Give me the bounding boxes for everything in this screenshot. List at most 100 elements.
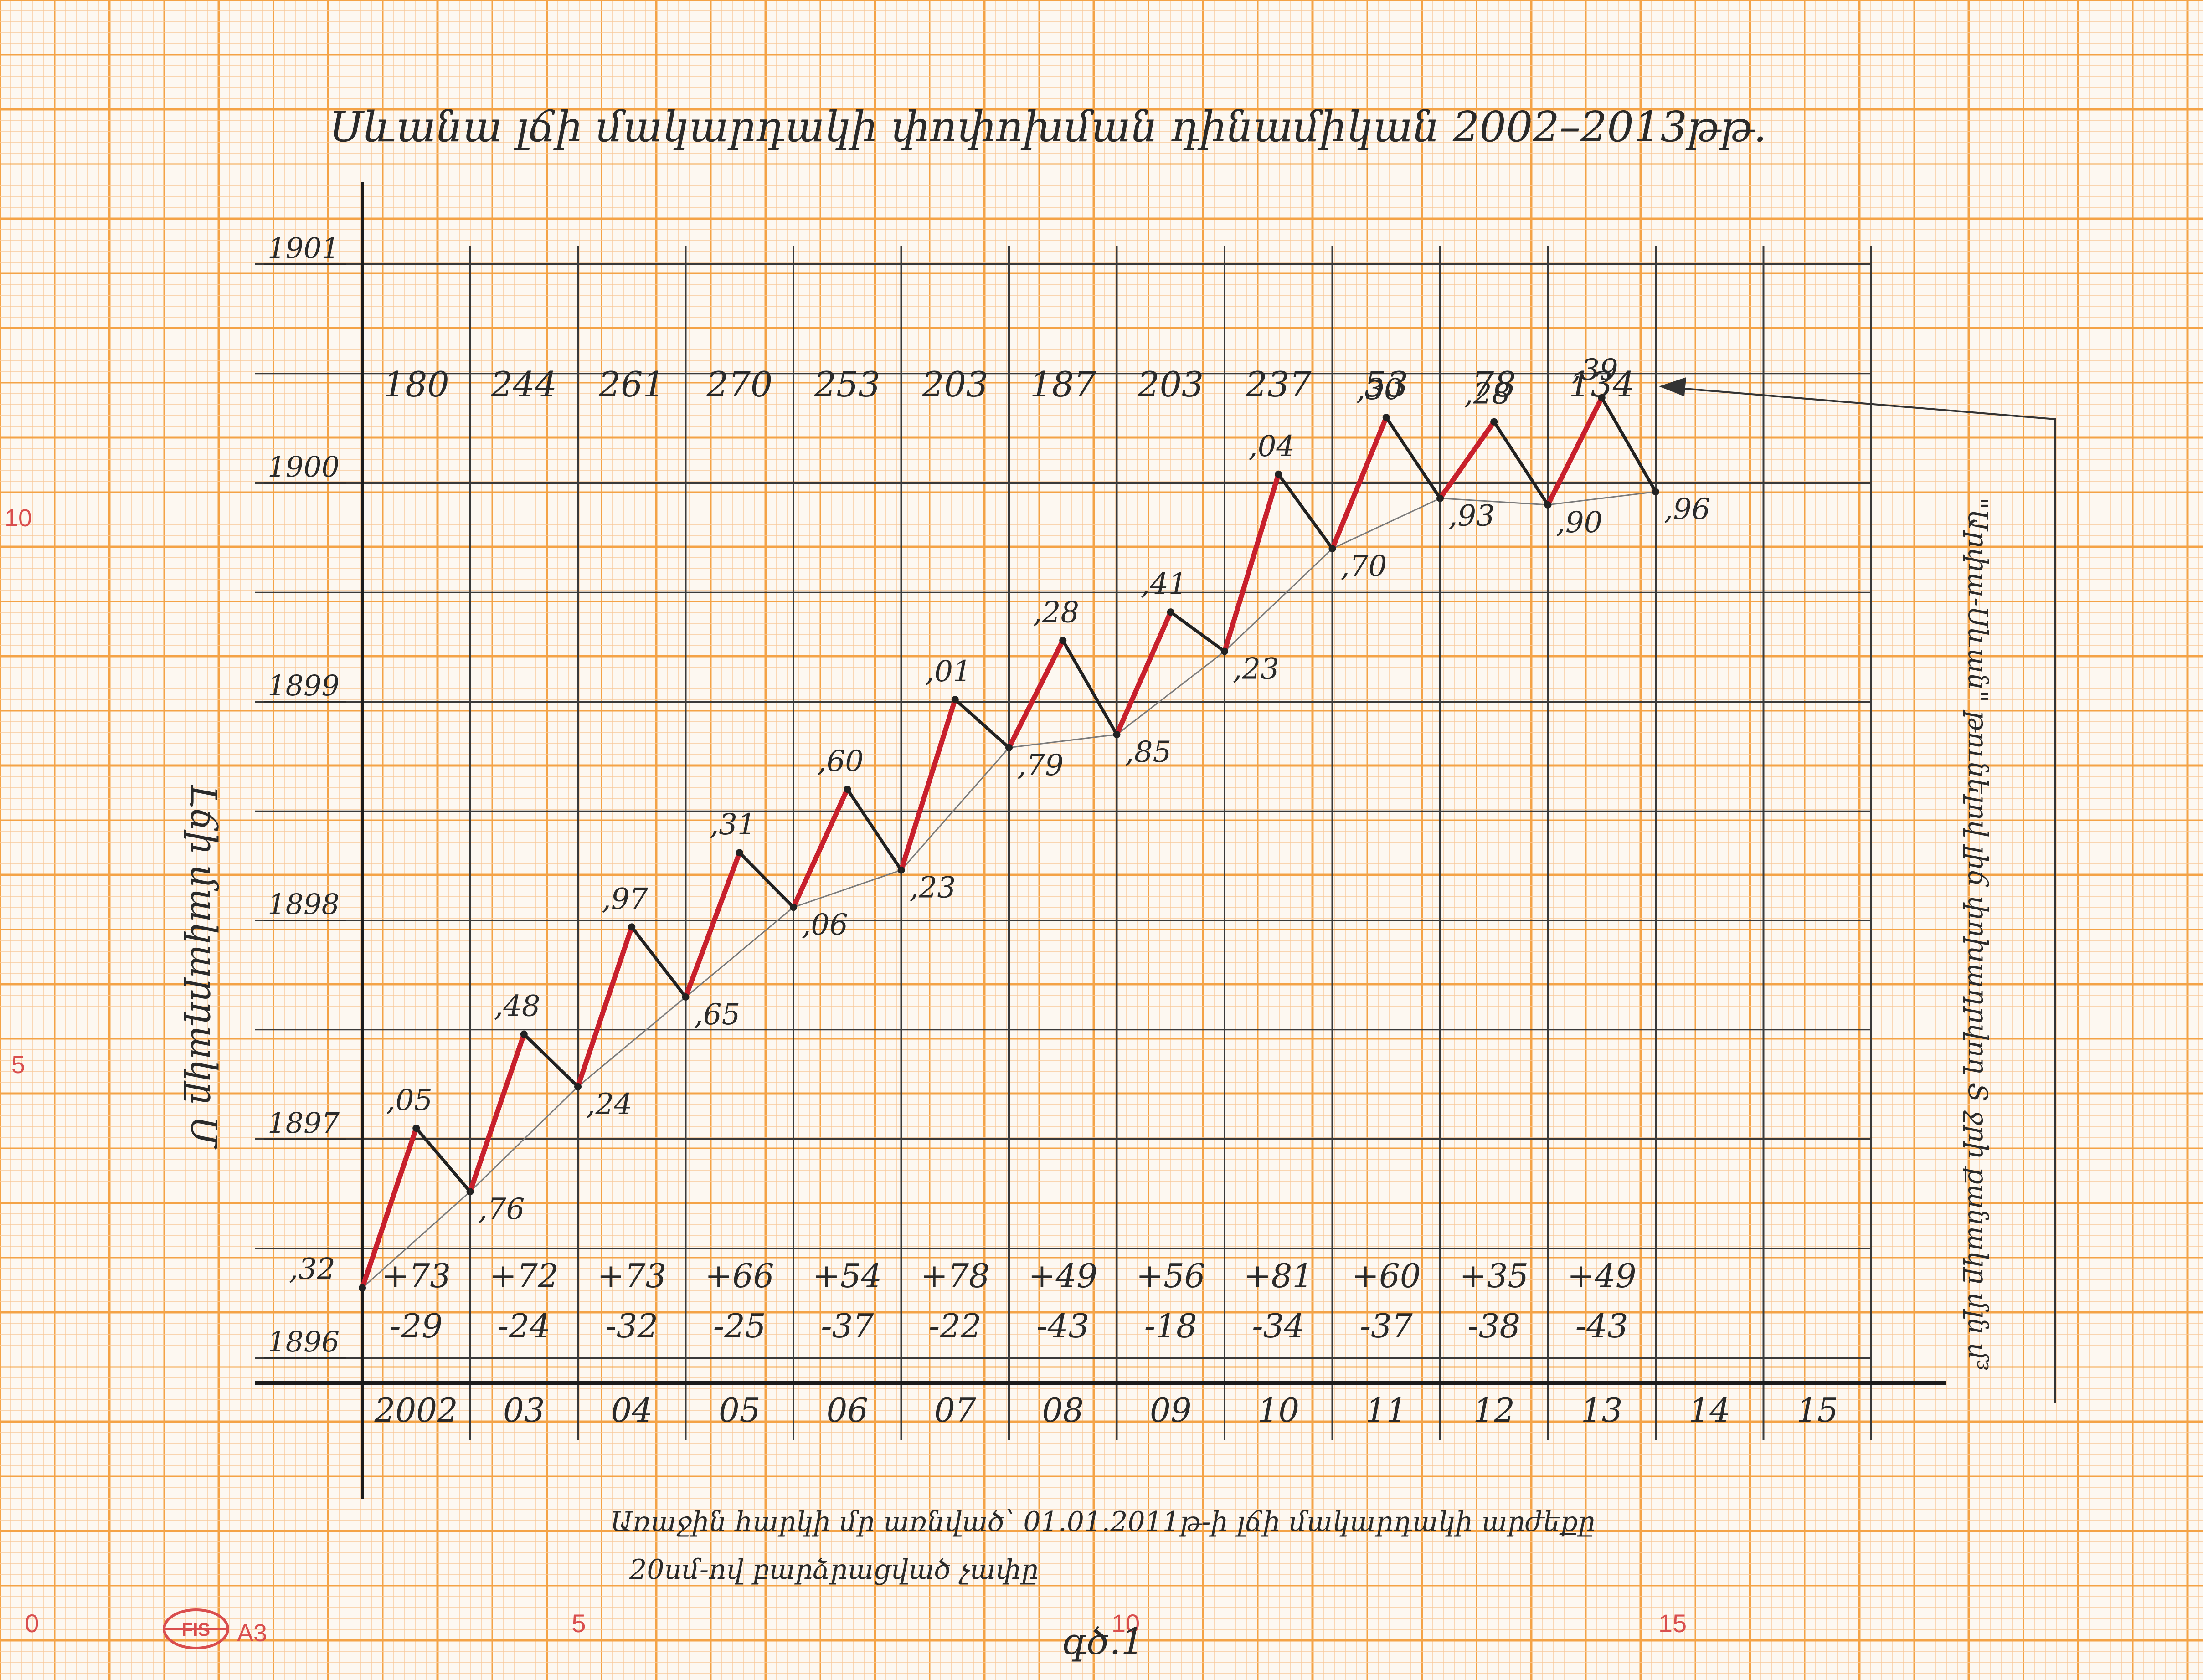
fall-value: -29 — [390, 1307, 443, 1345]
fall-value: -18 — [1144, 1307, 1197, 1345]
rise-values-row: +73 +72 +73 +66 +54 +78 +49 +56 +81 +60 +35 +49 — [381, 1257, 1636, 1295]
fall-segment — [953, 698, 1011, 750]
level-point — [574, 1083, 582, 1090]
rise-segment — [1330, 415, 1389, 551]
level-point — [951, 696, 959, 704]
point-label: ,23 — [910, 871, 956, 905]
side-note: "Արփա-Սևան" թունելով լիճ փոխադրվող Տ ջրի… — [1962, 497, 1993, 1371]
paper-size-label: A3 — [237, 1619, 267, 1647]
ruler-bottom-label: 5 — [571, 1609, 586, 1638]
fall-value: -34 — [1252, 1307, 1305, 1345]
rise-segment — [899, 697, 958, 873]
ruler-left: 5 10 — [5, 504, 32, 1079]
fall-segment — [522, 1033, 580, 1089]
level-point — [1328, 545, 1336, 552]
rise-value: +81 — [1244, 1257, 1313, 1295]
x-tick-label: 03 — [503, 1391, 545, 1429]
axes — [255, 182, 1946, 1499]
point-label: ,24 — [586, 1088, 633, 1121]
level-point — [1221, 647, 1228, 655]
point-label: ,90 — [1556, 506, 1603, 539]
rise-segment — [1114, 609, 1174, 737]
rise-segment — [1222, 472, 1281, 654]
inflow-value: 237 — [1245, 364, 1312, 405]
fall-value: -37 — [821, 1307, 874, 1345]
level-point — [628, 923, 636, 931]
arrow-line — [1668, 386, 2056, 1403]
point-label: ,79 — [1017, 749, 1064, 782]
inflow-value: 261 — [598, 364, 665, 405]
y-tick-label: 1899 — [268, 669, 340, 702]
level-point — [736, 849, 743, 857]
rise-value: +56 — [1136, 1257, 1205, 1295]
rise-value: +72 — [489, 1257, 559, 1295]
level-point — [1490, 418, 1498, 426]
point-label: ,28 — [1033, 596, 1079, 630]
x-tick-label: 15 — [1796, 1391, 1838, 1429]
arrow-head — [1659, 377, 1686, 396]
y-tick-labels: 1896 1897 1898 1899 1900 1901 — [264, 231, 346, 1359]
level-point — [1113, 731, 1121, 738]
rise-segment — [360, 1125, 419, 1290]
ruler-left-label: 5 — [11, 1051, 25, 1079]
point-label: ,76 — [479, 1192, 525, 1226]
brand-logo: FIS — [163, 1608, 229, 1649]
x-tick-label: 08 — [1042, 1391, 1084, 1429]
level-point — [466, 1188, 474, 1196]
level-point — [412, 1125, 420, 1132]
fall-segment — [1169, 610, 1226, 653]
inflow-value: 270 — [706, 364, 772, 405]
level-point — [1598, 394, 1606, 401]
inflow-value: 203 — [921, 364, 988, 405]
rise-value: +35 — [1459, 1257, 1529, 1295]
inflow-value: 53 — [1364, 364, 1408, 405]
point-label: ,04 — [1248, 430, 1295, 463]
x-tick-label: 11 — [1365, 1391, 1407, 1429]
x-tick-label: 10 — [1257, 1391, 1299, 1429]
point-label: ,23 — [1233, 652, 1279, 686]
level-point — [1382, 414, 1390, 421]
point-label: ,39 — [1572, 353, 1618, 387]
x-tick-label: 2002 — [374, 1391, 458, 1429]
rise-value: +49 — [1028, 1257, 1097, 1295]
point-label: ,60 — [817, 745, 864, 778]
level-point — [1005, 744, 1013, 751]
point-label: ,96 — [1664, 493, 1710, 526]
level-point — [1652, 488, 1659, 496]
point-label: ,97 — [602, 882, 648, 916]
fall-value: -43 — [1575, 1307, 1628, 1345]
fall-segment — [845, 787, 903, 872]
level-point — [1167, 608, 1174, 616]
x-tick-label: 14 — [1688, 1391, 1730, 1429]
fall-segment — [1492, 420, 1549, 507]
fall-value: -37 — [1360, 1307, 1413, 1345]
level-point — [1275, 470, 1282, 478]
level-point — [1059, 637, 1067, 644]
x-tick-labels: 2002 03 04 05 06 07 08 09 10 11 12 13 14 15 — [374, 1391, 1838, 1429]
rise-value: +78 — [921, 1257, 990, 1295]
inflow-arrow — [1659, 377, 2056, 1403]
fall-value: -38 — [1467, 1307, 1520, 1345]
level-point — [1544, 501, 1552, 509]
y-tick-label: 1901 — [268, 231, 340, 265]
rise-value: +66 — [705, 1257, 774, 1295]
inflow-values-row: 180 244 261 270 253 203 187 203 237 53 78 134 — [383, 364, 1635, 405]
x-tick-label: 04 — [611, 1391, 653, 1429]
level-point — [790, 904, 797, 911]
ruler-left-label: 10 — [5, 504, 32, 532]
point-label: ,30 — [1356, 373, 1403, 406]
point-label: ,48 — [494, 990, 540, 1023]
point-label: ,31 — [710, 808, 756, 842]
x-tick-label: 12 — [1473, 1391, 1515, 1429]
x-tick-label: 05 — [719, 1391, 761, 1429]
point-label: ,28 — [1464, 377, 1510, 411]
inflow-value: 180 — [383, 364, 449, 405]
y-tick-label: 1900 — [268, 450, 340, 483]
ruler-bottom-label: 15 — [1658, 1609, 1687, 1638]
fall-value: -25 — [713, 1307, 766, 1345]
rise-value: +49 — [1567, 1257, 1637, 1295]
level-point — [682, 993, 690, 1001]
rise-segment — [683, 850, 742, 1000]
fall-segment — [1061, 639, 1118, 736]
